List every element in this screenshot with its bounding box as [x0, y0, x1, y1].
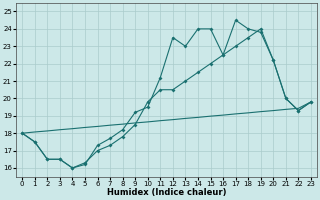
X-axis label: Humidex (Indice chaleur): Humidex (Indice chaleur) [107, 188, 226, 197]
